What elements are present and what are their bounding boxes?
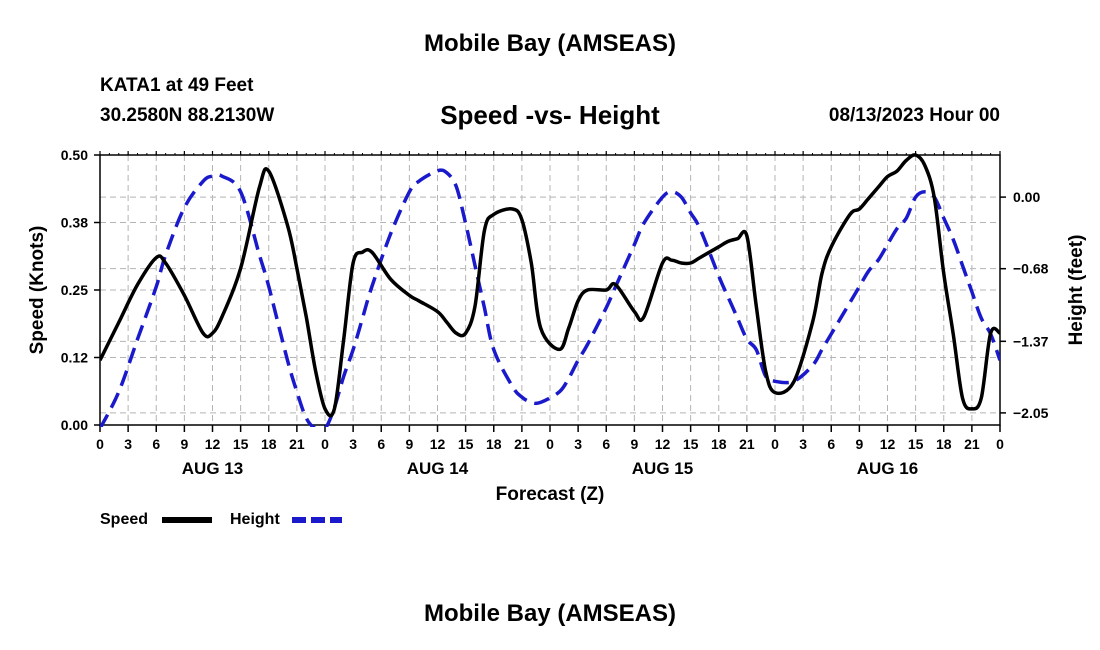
x-tick-label: 12 [430, 436, 446, 452]
date-label: AUG 16 [857, 459, 918, 478]
x-tick-label: 15 [233, 436, 249, 452]
y2-axis-title: Height (feet) [1066, 235, 1087, 346]
y-tick-label: 0.25 [61, 282, 88, 298]
date-label: AUG 13 [182, 459, 243, 478]
speed-series-line [100, 153, 1000, 418]
x-tick-label: 12 [655, 436, 671, 452]
x-tick-label: 0 [321, 436, 329, 452]
x-tick-label: 3 [124, 436, 132, 452]
page-title: Mobile Bay (AMSEAS) [423, 30, 677, 57]
x-tick-label: 0 [546, 436, 554, 452]
x-tick-label: 3 [574, 436, 582, 452]
x-tick-label: 6 [152, 436, 160, 452]
y-tick-label: 0.50 [61, 147, 88, 163]
x-tick-label: 9 [630, 436, 638, 452]
forecast-datetime: 08/13/2023 Hour 00 [828, 105, 1000, 126]
x-tick-label: 21 [964, 436, 980, 452]
next-page-title: Mobile Bay (AMSEAS) [423, 600, 677, 627]
chart-title: Speed -vs- Height [440, 100, 660, 130]
x-tick-label: 0 [771, 436, 779, 452]
x-tick-label: 3 [349, 436, 357, 452]
x-tick-label: 3 [799, 436, 807, 452]
x-tick-label: 15 [458, 436, 474, 452]
y2-tick-label: −0.68 [1013, 261, 1049, 277]
x-tick-label: 6 [827, 436, 835, 452]
y2-tick-label: 0.00 [1013, 189, 1040, 205]
legend-label-speed: Speed [100, 511, 148, 528]
x-tick-label: 0 [96, 436, 104, 452]
x-tick-label: 0 [996, 436, 1004, 452]
x-tick-label: 21 [739, 436, 755, 452]
x-tick-label: 12 [880, 436, 896, 452]
y-axis-title: Speed (Knots) [27, 226, 48, 355]
x-tick-label: 12 [205, 436, 221, 452]
y-tick-label: 0.00 [61, 417, 88, 433]
x-tick-label: 9 [855, 436, 863, 452]
x-tick-label: 21 [514, 436, 530, 452]
y2-tick-label: −1.37 [1013, 333, 1049, 349]
x-tick-label: 6 [602, 436, 610, 452]
station-coords: 30.2580N 88.2130W [100, 105, 275, 126]
height-series-line [100, 168, 1000, 427]
x-tick-label: 18 [261, 436, 277, 452]
x-tick-label: 15 [683, 436, 699, 452]
date-label: AUG 15 [632, 459, 693, 478]
x-tick-label: 9 [180, 436, 188, 452]
y-tick-label: 0.12 [61, 350, 88, 366]
x-tick-label: 6 [377, 436, 385, 452]
x-tick-label: 9 [405, 436, 413, 452]
y2-tick-label: −2.05 [1013, 405, 1049, 421]
x-axis-title: Forecast (Z) [496, 484, 605, 505]
x-tick-label: 21 [289, 436, 305, 452]
x-tick-label: 18 [486, 436, 502, 452]
legend-label-height: Height [230, 511, 280, 528]
x-tick-label: 18 [936, 436, 952, 452]
station-label: KATA1 at 49 Feet [100, 75, 254, 96]
x-tick-label: 15 [908, 436, 924, 452]
y-tick-label: 0.38 [61, 215, 88, 231]
x-tick-label: 18 [711, 436, 727, 452]
date-label: AUG 14 [407, 459, 469, 478]
